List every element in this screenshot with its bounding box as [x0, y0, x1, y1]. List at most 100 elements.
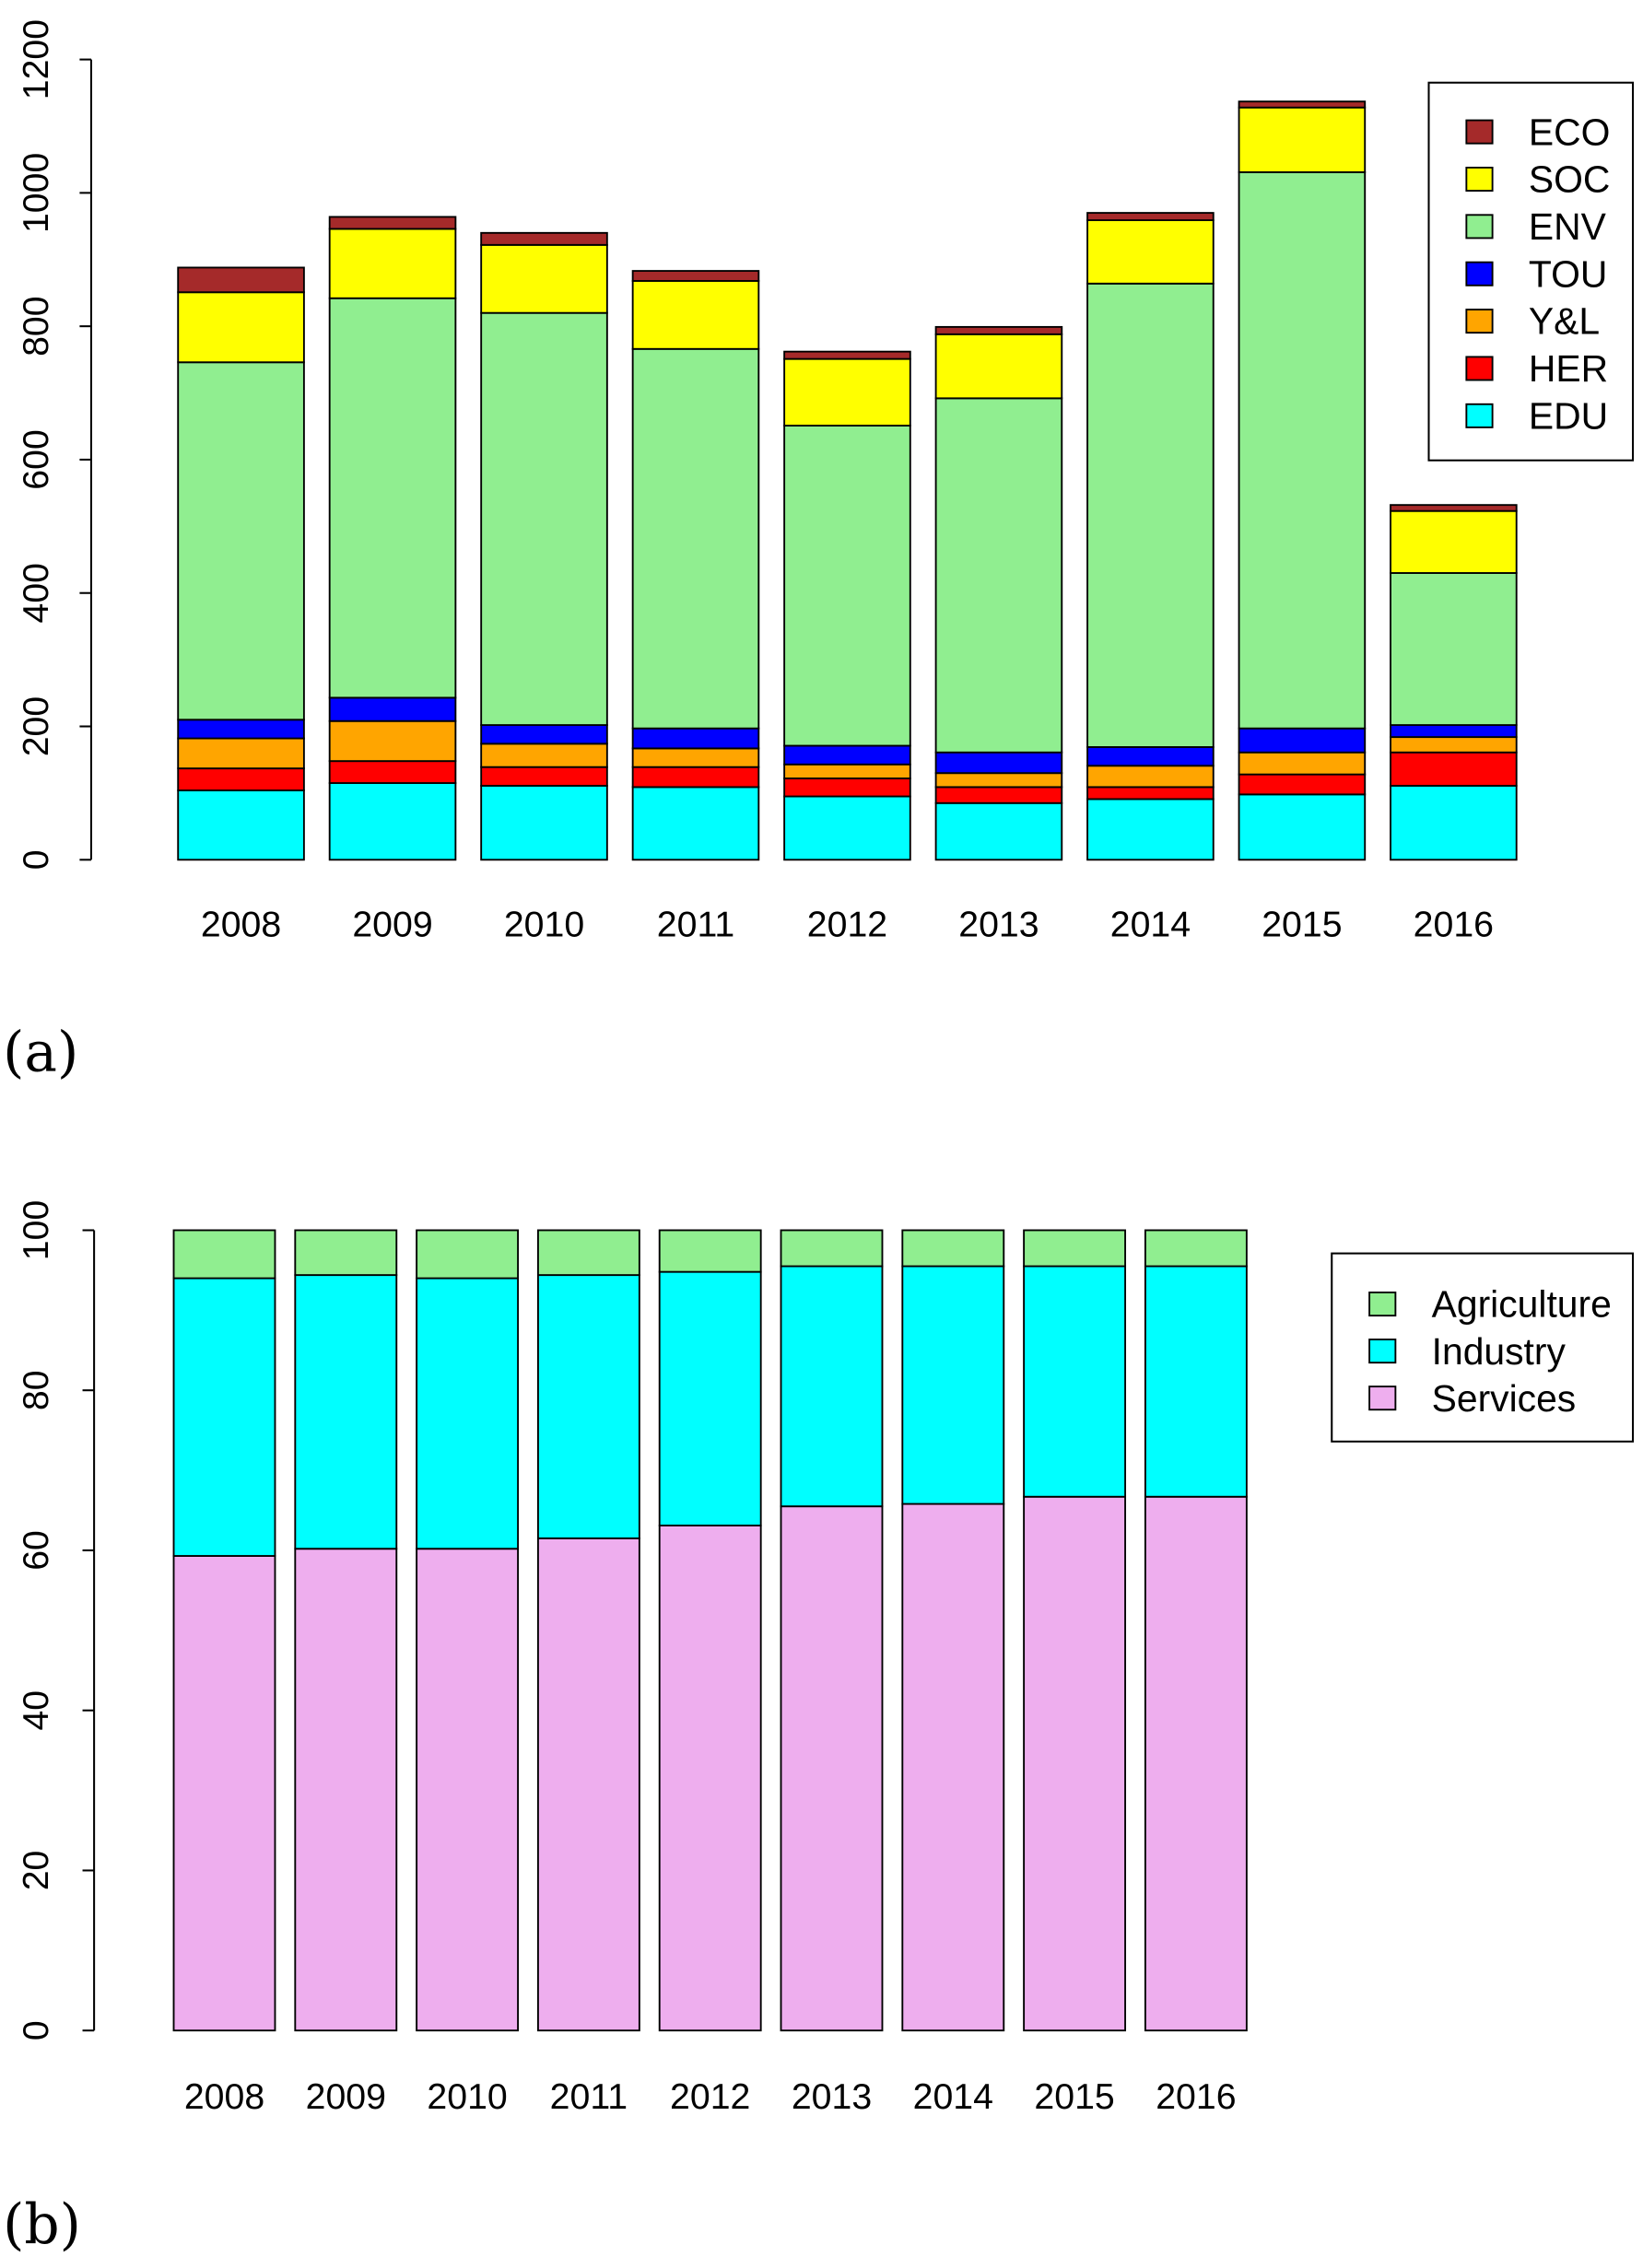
bar-segment-services	[1023, 1495, 1127, 2032]
bar-segment-env	[177, 361, 305, 721]
legend-label: Y&L	[1529, 300, 1600, 343]
y-tick-label: 400	[16, 563, 56, 624]
legend-swatch	[1465, 166, 1494, 193]
bar-segment-soc	[783, 357, 911, 427]
bar-segment-industry	[536, 1274, 640, 1539]
x-tick-label: 2015	[1034, 2076, 1114, 2117]
bar-segment-edu	[1086, 798, 1215, 861]
bar-segment-tou	[1390, 724, 1518, 739]
bar-segment-industry	[901, 1265, 1005, 1505]
bar-segment-tou	[480, 724, 608, 745]
bar-segment-soc	[934, 333, 1063, 400]
y-tick-label: 60	[16, 1530, 56, 1571]
bar-segment-her	[934, 786, 1063, 804]
bar-segment-soc	[631, 279, 760, 350]
bar-segment-agriculture	[416, 1229, 520, 1280]
chart-b: 0 20 40 60 80 100 2008 2009 2010 2011 2012 2013 2014…	[3, 1200, 1635, 2257]
bar-segment-agriculture	[172, 1229, 276, 1280]
x-tick-label: 2012	[807, 905, 887, 945]
bar-segment-services	[172, 1555, 276, 2032]
bar-segment-agriculture	[536, 1229, 640, 1277]
x-tick-label: 2011	[550, 2076, 628, 2117]
bar-segment-eco	[480, 231, 608, 246]
bar-segment-eco	[1390, 504, 1518, 512]
y-tick-label: 1000	[16, 153, 56, 233]
bar-segment-her	[328, 760, 457, 784]
x-tick-label: 2013	[958, 905, 1039, 945]
x-tick-label: 2010	[427, 2076, 507, 2117]
panel-label: (b)	[3, 2193, 81, 2257]
x-tick-label: 2014	[1110, 905, 1191, 945]
bar-segment-industry	[416, 1277, 520, 1550]
bar-segment-services	[658, 1525, 762, 2032]
legend-label: ENV	[1529, 205, 1607, 248]
legend-label: SOC	[1529, 158, 1610, 201]
bar-segment-tou	[934, 751, 1063, 775]
bar-segment-her	[631, 766, 760, 789]
legend-label: Industry	[1432, 1330, 1567, 1373]
bar-segment-soc	[328, 228, 457, 299]
legend-label: Agriculture	[1432, 1283, 1612, 1326]
legend-label: ECO	[1529, 111, 1610, 153]
bar-segment-edu	[328, 782, 457, 861]
bar-segment-env	[328, 297, 457, 699]
y-tick-label: 0	[16, 2020, 56, 2040]
bar-segment-soc	[177, 291, 305, 364]
x-tick-label: 2015	[1262, 905, 1342, 945]
x-tick-label: 2009	[306, 2076, 386, 2117]
bar-segment-tou	[631, 727, 760, 750]
legend-label: EDU	[1529, 394, 1608, 437]
legend-swatch	[1465, 214, 1494, 240]
bar-segment-industry	[658, 1270, 762, 1526]
bar-segment-industry	[780, 1265, 884, 1508]
bar-segment-agriculture	[1144, 1229, 1248, 1268]
chart-a: 0 200 400 600 800 1000 1200 2008 2009 2010 2011 201…	[3, 19, 1635, 1085]
bar-segment-eco	[783, 350, 911, 360]
x-tick-label: 2010	[504, 905, 584, 945]
bar-segment-yl	[1390, 736, 1518, 754]
bar-segment-env	[1086, 282, 1215, 748]
bar-segment-soc	[1238, 106, 1367, 173]
legend-swatch	[1465, 309, 1494, 334]
bar-segment-env	[1238, 170, 1367, 730]
legend-box	[1427, 81, 1635, 462]
bar-segment-env	[783, 425, 911, 747]
bar-segment-services	[780, 1505, 884, 2032]
bar-segment-edu	[480, 785, 608, 861]
bar-segment-eco	[631, 270, 760, 282]
legend-swatch	[1368, 1292, 1397, 1317]
bar-segment-eco	[1238, 100, 1367, 109]
bar-segment-yl	[177, 737, 305, 770]
y-tick-label: 20	[16, 1851, 56, 1891]
bar-segment-agriculture	[1023, 1229, 1127, 1268]
legend-label: HER	[1529, 347, 1608, 390]
x-tick-label: 2011	[657, 905, 734, 945]
bar-segment-edu	[1390, 785, 1518, 861]
bar-segment-yl	[1238, 751, 1367, 776]
bar-segment-tou	[177, 719, 305, 740]
bar-segment-agriculture	[780, 1229, 884, 1268]
bar-segment-her	[1390, 751, 1518, 787]
bar-segment-industry	[294, 1274, 398, 1550]
panel-label: (a)	[3, 1022, 78, 1085]
bar-segment-edu	[631, 786, 760, 861]
x-tick-label: 2013	[792, 2076, 872, 2117]
bar-segment-eco	[1086, 212, 1215, 221]
legend-swatch	[1368, 1385, 1397, 1411]
bar-segment-edu	[177, 789, 305, 861]
legend-swatch	[1465, 119, 1494, 145]
bar-segment-eco	[328, 216, 457, 230]
bar-segment-services	[1144, 1495, 1248, 2032]
x-tick-label: 2016	[1156, 2076, 1236, 2117]
bar-segment-agriculture	[294, 1229, 398, 1277]
y-tick-label: 200	[16, 696, 56, 757]
legend-swatch	[1465, 356, 1494, 381]
bar-segment-soc	[1390, 509, 1518, 574]
bar-segment-yl	[480, 742, 608, 768]
bar-segment-yl	[934, 772, 1063, 789]
legend-label: TOU	[1529, 252, 1607, 295]
bar-segment-edu	[783, 795, 911, 861]
x-tick-label: 2016	[1414, 905, 1494, 945]
